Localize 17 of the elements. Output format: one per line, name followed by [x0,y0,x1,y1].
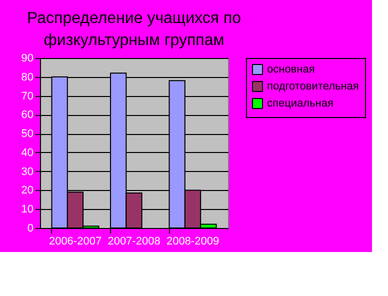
legend-label: подготовительная [267,80,359,92]
y-tick-label: 40 [21,146,34,159]
y-tick-label: 10 [21,204,34,216]
legend-label: специальная [267,98,334,110]
x-tick-label: 2006-2007 [48,236,102,248]
y-tick-label: 60 [21,109,34,122]
x-tick-label: 2007-2008 [108,236,160,248]
chart-title: Распределение учащихся по физкультурным группам [26,10,242,49]
y-tick-label: 20 [21,184,34,197]
y-tick-label: 90 [21,52,34,64]
y-tick-label: 50 [21,128,34,140]
y-tick-label: 0 [27,222,34,234]
y-tick-label: 30 [21,166,34,178]
y-tick-label: 70 [21,90,34,102]
x-tick-label: 2008-2009 [166,236,220,248]
legend-label: основная [267,64,315,76]
y-tick-label: 80 [21,71,34,84]
